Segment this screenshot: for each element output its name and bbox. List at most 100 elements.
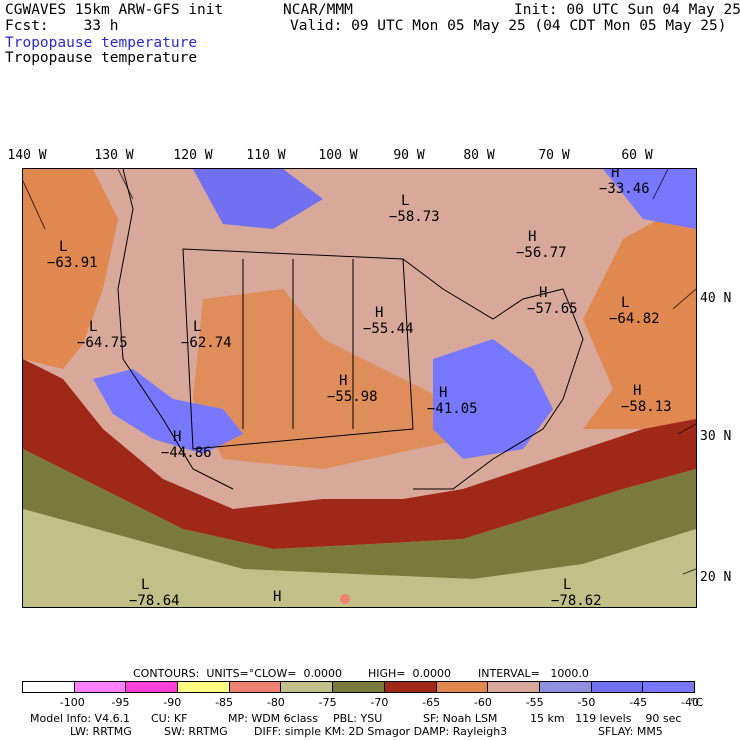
pressure-center-letter: L: [89, 319, 97, 335]
legend-tick-label: -80: [266, 696, 285, 709]
pressure-center-value: −44.86: [161, 445, 212, 461]
legend-swatch: [539, 682, 592, 692]
pressure-center-value: −55.98: [327, 389, 378, 405]
band-minus50-45-north: [193, 169, 323, 229]
pressure-center-letter: L: [141, 577, 149, 593]
legend-swatch: [436, 682, 489, 692]
pressure-center-letter: H: [173, 429, 181, 445]
model-title: CGWAVES 15km ARW-GFS init: [5, 2, 224, 18]
forecast-hour: Fcst: 33 h: [5, 18, 119, 34]
legend-tick-label: -95: [111, 696, 130, 709]
boundaries: [117, 169, 584, 490]
organization: NCAR/MMM: [283, 2, 353, 18]
pressure-center-value: −58.13: [621, 399, 672, 415]
cumulus-scheme: CU: KF: [151, 712, 188, 725]
band-minus80-75: [23, 509, 696, 607]
lon-label-130w: 130 W: [94, 148, 134, 163]
legend-swatch: [126, 682, 179, 692]
pressure-center-value: −56.77: [516, 245, 567, 261]
contour-interval: INTERVAL= 1000.0: [478, 667, 589, 680]
pressure-center-letter: L: [621, 295, 629, 311]
pressure-center-value: −63.91: [47, 255, 98, 271]
field-title-primary: Tropopause temperature: [5, 35, 198, 51]
lon-label-90w: 90 W: [393, 148, 425, 163]
color-legend: [22, 681, 695, 693]
legend-unit: °C: [690, 696, 704, 709]
shortwave-scheme: SW: RRTMG: [164, 725, 228, 738]
graticule: [23, 169, 696, 575]
pressure-center-value: −78.62: [551, 593, 602, 607]
band-minus65-60-west: [23, 169, 118, 369]
pressure-center-letter: H: [611, 169, 619, 181]
pressure-center-value: −41.05: [427, 401, 478, 417]
grid-info: 15 km 119 levels 90 sec: [530, 712, 682, 725]
legend-swatch: [281, 682, 334, 692]
pressure-center-value: −58.73: [389, 209, 440, 225]
lon-label-80w: 80 W: [463, 148, 495, 163]
pressure-center-letter: L: [193, 319, 201, 335]
legend-tick-label: -90: [163, 696, 182, 709]
surface-scheme: SF: Noah LSM: [423, 712, 498, 725]
lat-label-20n: 20 N: [700, 570, 732, 585]
legend-tick-label: -65: [422, 696, 441, 709]
pressure-center-letter: H: [339, 373, 347, 389]
lon-label-110w: 110 W: [246, 148, 286, 163]
legend-swatch: [23, 682, 75, 692]
field-title-secondary: Tropopause temperature: [5, 50, 198, 66]
init-time: Init: 00 UTC Sun 04 May 25: [514, 2, 740, 18]
valid-time: Valid: 09 UTC Mon 05 May 25 (04 CDT Mon …: [290, 18, 727, 34]
diffusion-damping: DIFF: simple KM: 2D Smagor DAMP: Rayleig…: [254, 725, 508, 738]
legend-tick-label: -100: [59, 696, 85, 709]
band-minus70-65: [23, 359, 696, 549]
pbl-scheme: PBL: YSU: [333, 712, 383, 725]
pressure-center-letter: L: [59, 239, 67, 255]
lon-label-70w: 70 W: [538, 148, 570, 163]
legend-tick-label: -75: [318, 696, 337, 709]
pressure-center-letter: H: [633, 383, 641, 399]
legend-swatch: [384, 682, 437, 692]
pressure-center-letter: H: [273, 589, 281, 605]
model-info: Model Info: V4.6.1: [30, 712, 131, 725]
pressure-center-value: −62.74: [181, 335, 232, 351]
legend-tick-label: -60: [473, 696, 492, 709]
pressure-center-value: −57.65: [527, 301, 578, 317]
lat-label-40n: 40 N: [700, 291, 732, 306]
pressure-center-value: −78.64: [129, 593, 180, 607]
legend-swatch: [591, 682, 644, 692]
legend-swatch: [229, 682, 282, 692]
pressure-center-letter: H: [375, 305, 383, 321]
band-minus75-70: [23, 449, 696, 579]
legend-tick-label: -50: [577, 696, 596, 709]
pressure-center-letter: H: [439, 385, 447, 401]
legend-tick-label: -45: [629, 696, 648, 709]
lat-label-30n: 30 N: [700, 429, 732, 444]
contour-low: LOW= 0.0000: [262, 667, 342, 680]
band-minus65-60-east: [583, 199, 696, 429]
band-minus45-40-ohio: [433, 339, 553, 459]
surface-layer-scheme: SFLAY: MM5: [598, 725, 663, 738]
band-minus45-40-sw: [93, 369, 243, 454]
lon-label-100w: 100 W: [318, 148, 358, 163]
legend-tick-label: -40: [681, 696, 699, 709]
tropopause-temperature-map: L −63.91 L −64.75 L −62.74 H −44.86 H −55.98 H −55.…: [22, 168, 697, 608]
lon-label-60w: 60 W: [621, 148, 653, 163]
pressure-center-value: −33.46: [599, 181, 650, 197]
contour-units: CONTOURS: UNITS=°C: [133, 667, 262, 680]
legend-tick-label: -70: [370, 696, 389, 709]
map-canvas: L−63.91L−64.75L−62.74H−44.86H−55.98H−55.…: [23, 169, 696, 607]
legend-tick-label: -85: [215, 696, 234, 709]
pressure-center-value: −64.82: [609, 311, 660, 327]
pressure-center-value: −55.44: [363, 321, 414, 337]
legend-swatch: [643, 682, 694, 692]
pressure-center-letter: H: [539, 285, 547, 301]
high-low-labels: L−63.91L−64.75L−62.74H−44.86H−55.98H−55.…: [47, 169, 672, 607]
legend-swatch: [178, 682, 230, 692]
contour-high: HIGH= 0.0000: [368, 667, 452, 680]
lon-label-140w: 140 W: [7, 148, 47, 163]
lon-label-120w: 120 W: [173, 148, 213, 163]
band-minus40-above-ne: [603, 169, 696, 229]
legend-swatch: [74, 682, 127, 692]
legend-swatch: [333, 682, 385, 692]
longwave-scheme: LW: RRTMG: [70, 725, 132, 738]
microphysics-scheme: MP: WDM 6class: [228, 712, 318, 725]
